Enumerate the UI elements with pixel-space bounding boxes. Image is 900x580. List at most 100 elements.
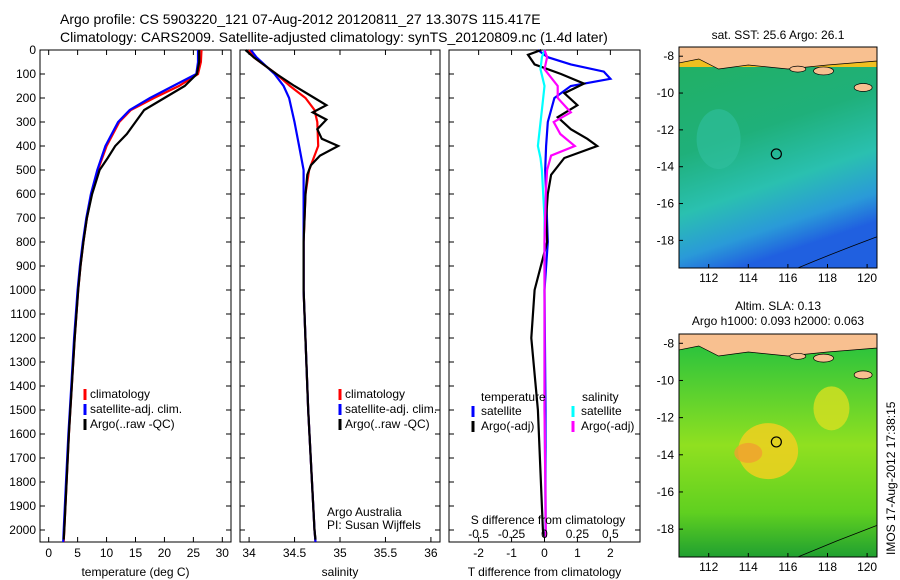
annotation-text: PI: Susan Wijffels [327, 518, 421, 532]
lon-tick-label: 114 [739, 560, 758, 574]
x-tick-label: 25 [187, 546, 201, 560]
y-tick-label: 800 [16, 235, 36, 249]
y-tick-label: 600 [16, 187, 36, 201]
map-frame [678, 333, 878, 558]
x-tick-label: 30 [216, 546, 230, 560]
s-axis-label: S difference from climatology [471, 513, 626, 527]
y-tick-label: 1800 [9, 475, 36, 489]
legend-label: satellite [481, 404, 522, 418]
s-tick-label: 0 [541, 527, 548, 541]
y-tick-label: 1600 [9, 427, 36, 441]
land-lombok [789, 352, 807, 360]
map-frame [678, 46, 878, 269]
y-tick-label: 1700 [9, 451, 36, 465]
x-tick-label: 0 [45, 546, 52, 560]
y-tick-label: 1300 [9, 355, 36, 369]
legend-label: satellite-adj. clim. [345, 402, 437, 416]
series-line-t-argo-adj- [526, 48, 600, 538]
x-axis-label: salinity [322, 565, 359, 579]
argo-float-marker [770, 148, 782, 160]
series-line-s-argo-adj- [543, 49, 577, 538]
x-tick-label: 36 [424, 546, 438, 560]
legend-label: Argo(-adj) [481, 419, 534, 433]
lon-tick-label: 120 [857, 560, 877, 574]
legend-label: satellite-adj. clim. [90, 402, 182, 416]
legend-label: climatology [90, 387, 150, 401]
lat-tick-label: -10 [657, 373, 675, 387]
map-title: Altim. SLA: 0.13 [735, 299, 821, 313]
lon-tick-label: 120 [857, 271, 877, 285]
x-axis-label: T difference from climatology [468, 565, 622, 579]
figure-title-line1: Argo profile: CS 5903220_121 07-Aug-2012… [60, 11, 541, 27]
x-tick-label: -2 [473, 546, 484, 560]
figure-title-line2: Climatology: CARS2009. Satellite-adjuste… [60, 29, 608, 45]
lon-tick-label: 118 [818, 271, 837, 285]
y-tick-label: 500 [16, 163, 36, 177]
sla-high-region [813, 386, 850, 431]
x-tick-label: 34 [242, 546, 256, 560]
land-sumba [853, 83, 873, 92]
x-tick-label: 35 [333, 546, 347, 560]
legend-title-temperature: temperature [481, 390, 546, 404]
x-tick-label: 10 [100, 546, 114, 560]
lat-tick-label: -16 [657, 197, 675, 211]
lat-tick-label: -18 [657, 522, 675, 536]
s-tick-label: 0.25 [566, 527, 590, 541]
y-tick-label: 0 [29, 43, 36, 57]
s-tick-label: -0.25 [498, 527, 526, 541]
y-tick-label: 1900 [9, 499, 36, 513]
lat-tick-label: -16 [657, 485, 675, 499]
land-lombok [789, 65, 807, 73]
panel-difference: -2 -1 0 1 2 T difference from climatology temp… [448, 48, 641, 579]
land-sumbawa [813, 353, 834, 363]
lon-tick-label: 116 [778, 560, 797, 574]
bathymetry-contour [797, 236, 878, 269]
series-line-argo-raw-qc- [62, 50, 201, 540]
y-tick-label: 100 [16, 67, 36, 81]
panel-salinity: 34 34.5 35 35.5 36 salinity climatologysatelli… [239, 49, 441, 579]
map-sla_map: 112 114 116 118 120 -8 -10 -12 -14 -16 -18 Altim. S… [657, 299, 878, 574]
cool-region [696, 109, 741, 170]
lat-tick-label: -18 [657, 233, 675, 247]
map-sst_map: 112 114 116 118 120 -8 -10 -12 -14 -16 -18 sat. SST… [657, 28, 878, 285]
land-sumbawa [813, 66, 834, 76]
x-tick-label: 34.5 [283, 546, 307, 560]
x-tick-label: 1 [574, 546, 581, 560]
panel-temperature: 0 5 10 15 20 25 300100200300400500600700800900… [9, 43, 232, 579]
s-tick-label: 0.5 [602, 527, 619, 541]
y-tick-label: 2000 [9, 523, 36, 537]
x-tick-label: 20 [158, 546, 172, 560]
lon-tick-label: 114 [739, 271, 758, 285]
map-title: sat. SST: 25.6 Argo: 26.1 [712, 28, 845, 42]
x-tick-label: 5 [74, 546, 81, 560]
x-tick-label: 35.5 [374, 546, 398, 560]
y-tick-label: 1100 [10, 307, 36, 321]
annotation-text: Argo Australia [327, 505, 402, 519]
x-tick-label: 2 [607, 546, 614, 560]
x-tick-label: 15 [129, 546, 143, 560]
sla-high-region [738, 423, 799, 480]
lat-tick-label: -12 [657, 411, 675, 425]
bathymetry-contour [797, 525, 878, 558]
imos-timestamp: IMOS 17-Aug-2012 17:38:15 [884, 401, 898, 555]
legend-label: satellite [581, 404, 622, 418]
x-tick-label: 0 [541, 546, 548, 560]
lat-tick-label: -14 [657, 160, 675, 174]
legend-label: Argo(..raw -QC) [345, 417, 430, 431]
y-tick-label: 700 [16, 211, 36, 225]
x-axis-label: temperature (deg C) [81, 565, 189, 579]
land-sumba [853, 370, 873, 380]
sla-peak-region [734, 442, 763, 463]
legend-title-salinity: salinity [582, 390, 619, 404]
lon-tick-label: 118 [818, 560, 837, 574]
lon-tick-label: 112 [699, 560, 718, 574]
y-tick-label: 300 [16, 115, 36, 129]
map-subtitle: Argo h1000: 0.093 h2000: 0.063 [692, 314, 864, 328]
series-line-argo-raw-qc- [244, 49, 341, 540]
y-tick-label: 900 [16, 259, 36, 273]
y-tick-label: 400 [16, 139, 36, 153]
legend-label: Argo(-adj) [581, 419, 634, 433]
lat-tick-label: -10 [657, 86, 675, 100]
lat-tick-label: -8 [663, 336, 674, 350]
